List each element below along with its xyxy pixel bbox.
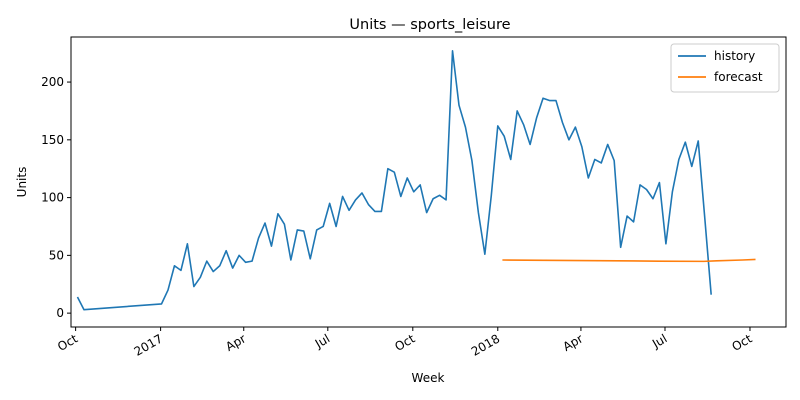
series-line-forecast	[502, 258, 756, 263]
chart-title: Units — sports_leisure	[349, 17, 510, 33]
legend-label-history: history	[714, 49, 755, 63]
x-tick-label: Jul	[312, 331, 332, 351]
y-tick-label: 100	[41, 191, 64, 205]
legend-label-forecast: forecast	[714, 70, 763, 84]
x-tick-label: Jul	[649, 331, 669, 351]
legend: history forecast	[670, 43, 780, 93]
plot-lines	[76, 50, 756, 311]
series-line-history	[76, 50, 712, 311]
y-axis-label: Units	[15, 167, 29, 198]
x-axis-label: Week	[412, 371, 445, 385]
y-tick-label: 50	[49, 248, 64, 262]
y-axis: 0 50 100 150 200	[41, 75, 71, 320]
plot-frame	[70, 36, 787, 328]
y-tick-label: 200	[41, 75, 64, 89]
y-tick-label: 0	[56, 306, 64, 320]
y-tick-label: 150	[41, 133, 64, 147]
